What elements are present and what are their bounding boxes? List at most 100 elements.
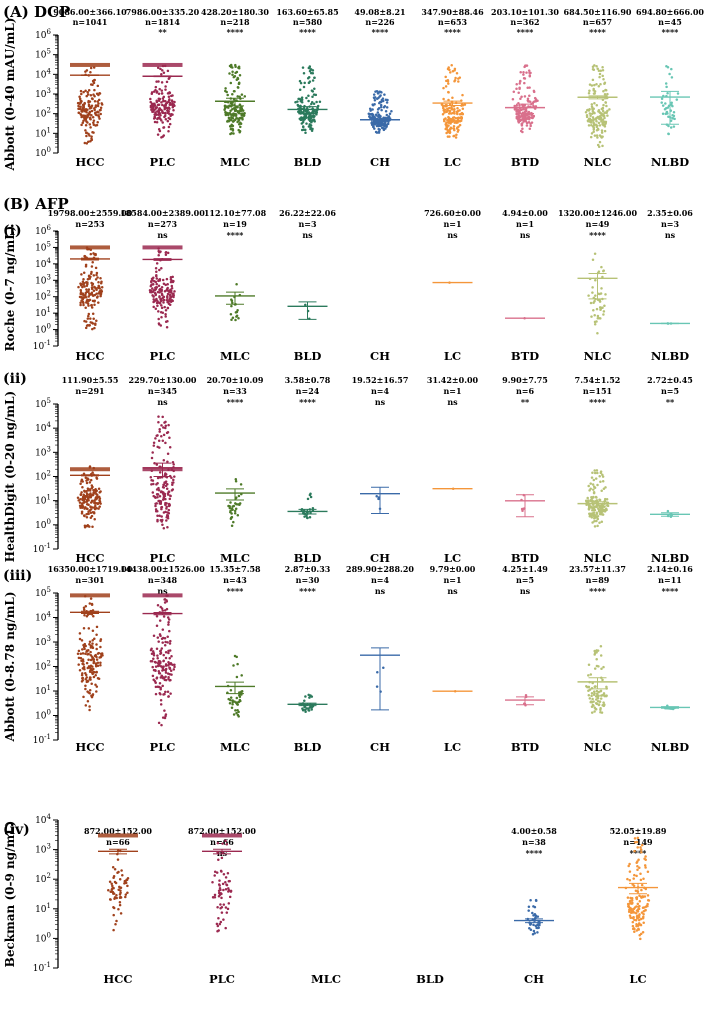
data-point [311,95,314,98]
data-point [628,906,632,910]
data-point [79,284,83,287]
data-point [665,111,669,114]
data-point [224,87,227,90]
n-label: n=653 [438,17,468,27]
data-point [154,504,157,508]
data-point [161,641,164,644]
mean-sem-label: 4.94±0.00 [502,208,548,218]
data-point [167,302,171,306]
data-point [587,674,590,677]
data-point [534,924,538,928]
data-point [172,478,175,482]
data-point [535,926,538,930]
data-point [166,460,169,463]
data-point [160,92,164,95]
data-point [223,104,227,108]
data-point [88,107,92,110]
data-point [76,496,80,499]
data-point [155,80,158,83]
data-point [241,118,244,121]
category-label: BLD [416,972,444,986]
data-point [100,103,104,106]
data-point [376,671,379,674]
data-point [237,317,240,320]
data-point [108,880,112,883]
data-point [379,94,382,97]
data-point [163,494,167,498]
data-point [311,119,315,122]
data-point [162,71,166,75]
data-point [166,69,170,73]
data-point [93,303,96,306]
data-point [599,689,603,693]
data-point [88,123,92,126]
y-tick-label: 10-1 [33,733,51,746]
data-point [99,277,102,280]
data-point [154,85,158,89]
data-point [598,700,602,703]
data-point [90,286,94,289]
data-point [161,628,165,631]
data-point [229,132,232,136]
data-point [157,317,160,321]
data-point [83,254,87,258]
data-point [164,690,167,694]
data-point [154,685,158,689]
data-point [449,71,452,74]
data-point [88,689,92,692]
data-point [113,868,117,871]
data-point [160,136,163,139]
data-point [599,710,602,714]
data-point [158,87,161,91]
data-point [152,657,155,661]
significance-label: ** [666,397,675,407]
data-point [519,97,522,100]
data-point [159,113,162,117]
data-point [665,85,668,89]
y-tick-label: 10-1 [33,542,51,555]
data-point [385,106,389,109]
y-tick-label: 104 [35,611,51,624]
data-point [82,106,85,109]
data-point [644,908,647,912]
data-point [381,126,385,130]
data-point [159,686,162,690]
data-point [593,102,596,105]
mean-sem-label: 2.35±0.06 [647,208,693,218]
data-point [384,109,388,113]
data-point [375,114,378,117]
data-point [90,291,94,294]
data-point [167,106,171,109]
data-point [79,288,83,292]
mean-sem-label: 872.00±152.00 [188,826,256,836]
data-point [90,694,93,698]
data-point [672,111,676,114]
data-point [99,282,103,285]
data-point [600,489,603,492]
data-point [111,890,115,894]
data-point [302,71,306,75]
data-point [525,64,529,67]
data-point [158,446,161,449]
data-point [233,118,237,122]
data-point [601,475,605,478]
data-point [169,639,172,643]
data-point [95,643,98,646]
data-point [664,102,667,105]
data-point [155,282,158,286]
significance-label: ** [158,27,167,37]
data-point [116,858,120,861]
data-point [236,76,239,80]
data-point [151,283,155,286]
data-point [85,513,88,516]
data-point [164,510,167,514]
data-point [98,656,101,659]
data-point [375,90,379,93]
data-point [156,110,159,113]
data-point [156,304,159,307]
data-point [162,483,166,486]
data-point [518,104,521,107]
data-point [375,495,378,498]
data-point [598,75,601,79]
data-point [119,912,123,915]
